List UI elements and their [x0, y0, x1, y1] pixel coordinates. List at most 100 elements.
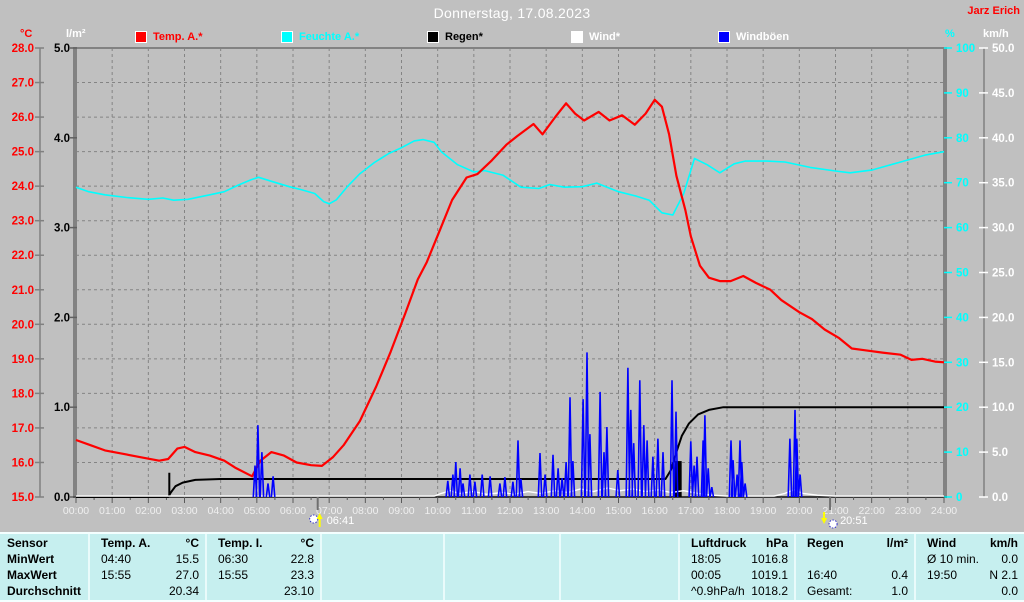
temp-axis-line [39, 48, 41, 497]
col0-header-value: °C [185, 536, 199, 550]
col7-header: Wind km/h [916, 535, 1024, 551]
humidity-tick-label: 100 [956, 43, 975, 55]
col7-max-label: 19:50 [927, 568, 958, 582]
humidity-tick-label: 50 [956, 268, 969, 280]
col0-header: Temp. A. °C [90, 535, 205, 551]
table-column-tempa: Temp. A. °C 04:40 15.5 15:55 27.0 20.34 [88, 534, 205, 600]
temp-series-swatch [135, 31, 147, 43]
humidity-axis-unit: % [945, 28, 955, 40]
wind-tick-label: 45.0 [992, 88, 1014, 100]
row-label-0: Sensor [0, 535, 88, 551]
sunset-sun-icon [828, 519, 838, 529]
humidity-tick-label: 90 [956, 88, 969, 100]
col5-header: Luftdruck hPa [680, 535, 794, 551]
col7-header-value: km/h [989, 536, 1018, 550]
col6-header: Regen l/m² [796, 535, 914, 551]
col1-header-label: Temp. I. [218, 536, 263, 550]
legend-item-humidity: Feuchte A.* [281, 31, 359, 43]
x-tick-label: 04:00 [208, 505, 234, 517]
col7-header-label: Wind [927, 536, 957, 550]
wind-tick-label: 5.0 [992, 447, 1008, 459]
temp-tick-label: 18.0 [12, 388, 34, 400]
col4-min [561, 551, 678, 567]
temp-tick-label: 24.0 [12, 181, 34, 193]
col0-header-label: Temp. A. [101, 536, 151, 550]
col7-min: Ø 10 min. 0.0 [916, 551, 1024, 567]
wind-tick-label: 25.0 [992, 268, 1014, 280]
col1-min-value: 22.8 [290, 552, 314, 566]
table-column-luftdruck: Luftdruck hPa 18:05 1016.8 00:05 1019.1 ^0.9hP… [678, 534, 794, 600]
plot-border-top [73, 47, 947, 49]
col0-max-label: 15:55 [101, 568, 132, 582]
col4-avg [561, 583, 678, 599]
x-tick-label: 01:00 [99, 505, 125, 517]
x-tick-label: 17:00 [678, 505, 704, 517]
col2-min [322, 551, 443, 567]
humidity-tick-label: 70 [956, 178, 969, 190]
rain-tick-label: 2.0 [54, 312, 70, 324]
rain-tick-label: 4.0 [54, 133, 70, 145]
wind-series-swatch [571, 31, 583, 43]
x-tick-label: 14:00 [569, 505, 595, 517]
table-column-regen: Regen l/m² 16:40 0.4 Gesamt: 1.0 [794, 534, 914, 600]
col1-max-label: 15:55 [218, 568, 249, 582]
rain-rate-bar [674, 461, 682, 497]
legend-label-wind: Wind* [589, 31, 621, 43]
stats-table: Sensor MinWert MaxWert Durchschnitt Temp. A.… [0, 532, 1024, 602]
col5-header-label: Luftdruck [691, 536, 747, 550]
col3-header [445, 535, 559, 551]
col2-avg [322, 583, 443, 599]
col1-avg: 23.10 [207, 583, 320, 599]
series-regen [76, 406, 944, 498]
x-tick-label: 08:00 [352, 505, 378, 517]
col5-avg-label: ^0.9hPa/h [691, 584, 745, 598]
col1-header-value: °C [300, 536, 314, 550]
sunrise-sun-icon [309, 514, 319, 524]
col1-min: 06:30 22.8 [207, 551, 320, 567]
col6-avg-label: Gesamt: [807, 584, 853, 598]
col7-min-label: Ø 10 min. [927, 552, 980, 566]
col0-min-label: 04:40 [101, 552, 132, 566]
col6-max-value: 0.4 [891, 568, 908, 582]
x-tick-label: 21:00 [822, 505, 848, 517]
col0-min: 04:40 15.5 [90, 551, 205, 567]
col1-min-label: 06:30 [218, 552, 249, 566]
table-column-empty-4 [559, 534, 678, 600]
humidity-tick-label: 10 [956, 447, 969, 459]
humidity-tick-label: 0 [956, 492, 962, 504]
sunset-arrowhead-icon [821, 518, 828, 524]
col6-header-label: Regen [807, 536, 844, 550]
col4-header [561, 535, 678, 551]
col4-max [561, 567, 678, 583]
series-feuchtea [75, 138, 945, 216]
wind-tick-label: 20.0 [992, 312, 1014, 324]
col6-min [796, 551, 914, 567]
sunrise-arrowhead-icon [316, 513, 323, 519]
col5-max: 00:05 1019.1 [680, 567, 794, 583]
col5-max-value: 1019.1 [751, 568, 788, 582]
gusts-series-swatch [718, 31, 730, 43]
sunset-time-label: 20:51 [840, 515, 868, 527]
legend-label-rain: Regen* [445, 31, 483, 43]
row-label-1-label: MinWert [7, 552, 55, 566]
legend-label-gusts: Windböen [736, 31, 790, 43]
x-tick-label: 09:00 [388, 505, 414, 517]
col5-min-value: 1016.8 [751, 552, 788, 566]
series-tempa [75, 98, 945, 478]
row-label-0-label: Sensor [7, 536, 48, 550]
humidity-tick-label: 30 [956, 357, 969, 369]
legend-item-rain: Regen* [427, 31, 483, 43]
x-tick-label: 05:00 [244, 505, 270, 517]
x-tick-label: 06:00 [280, 505, 306, 517]
col0-avg: 20.34 [90, 583, 205, 599]
plot-border-left [73, 48, 77, 498]
table-column-wind: Wind km/h Ø 10 min. 0.0 19:50 N 2.1 0.0 [914, 534, 1024, 600]
x-tick-label: 18:00 [714, 505, 740, 517]
col7-avg-value: 0.0 [1001, 584, 1018, 598]
x-tick-label: 23:00 [895, 505, 921, 517]
humidity-tick-label: 60 [956, 223, 969, 235]
legend-label-humidity: Feuchte A.* [299, 31, 360, 43]
col2-max [322, 567, 443, 583]
wind-tick-label: 50.0 [992, 43, 1014, 55]
wind-axis-unit: km/h [983, 28, 1009, 40]
